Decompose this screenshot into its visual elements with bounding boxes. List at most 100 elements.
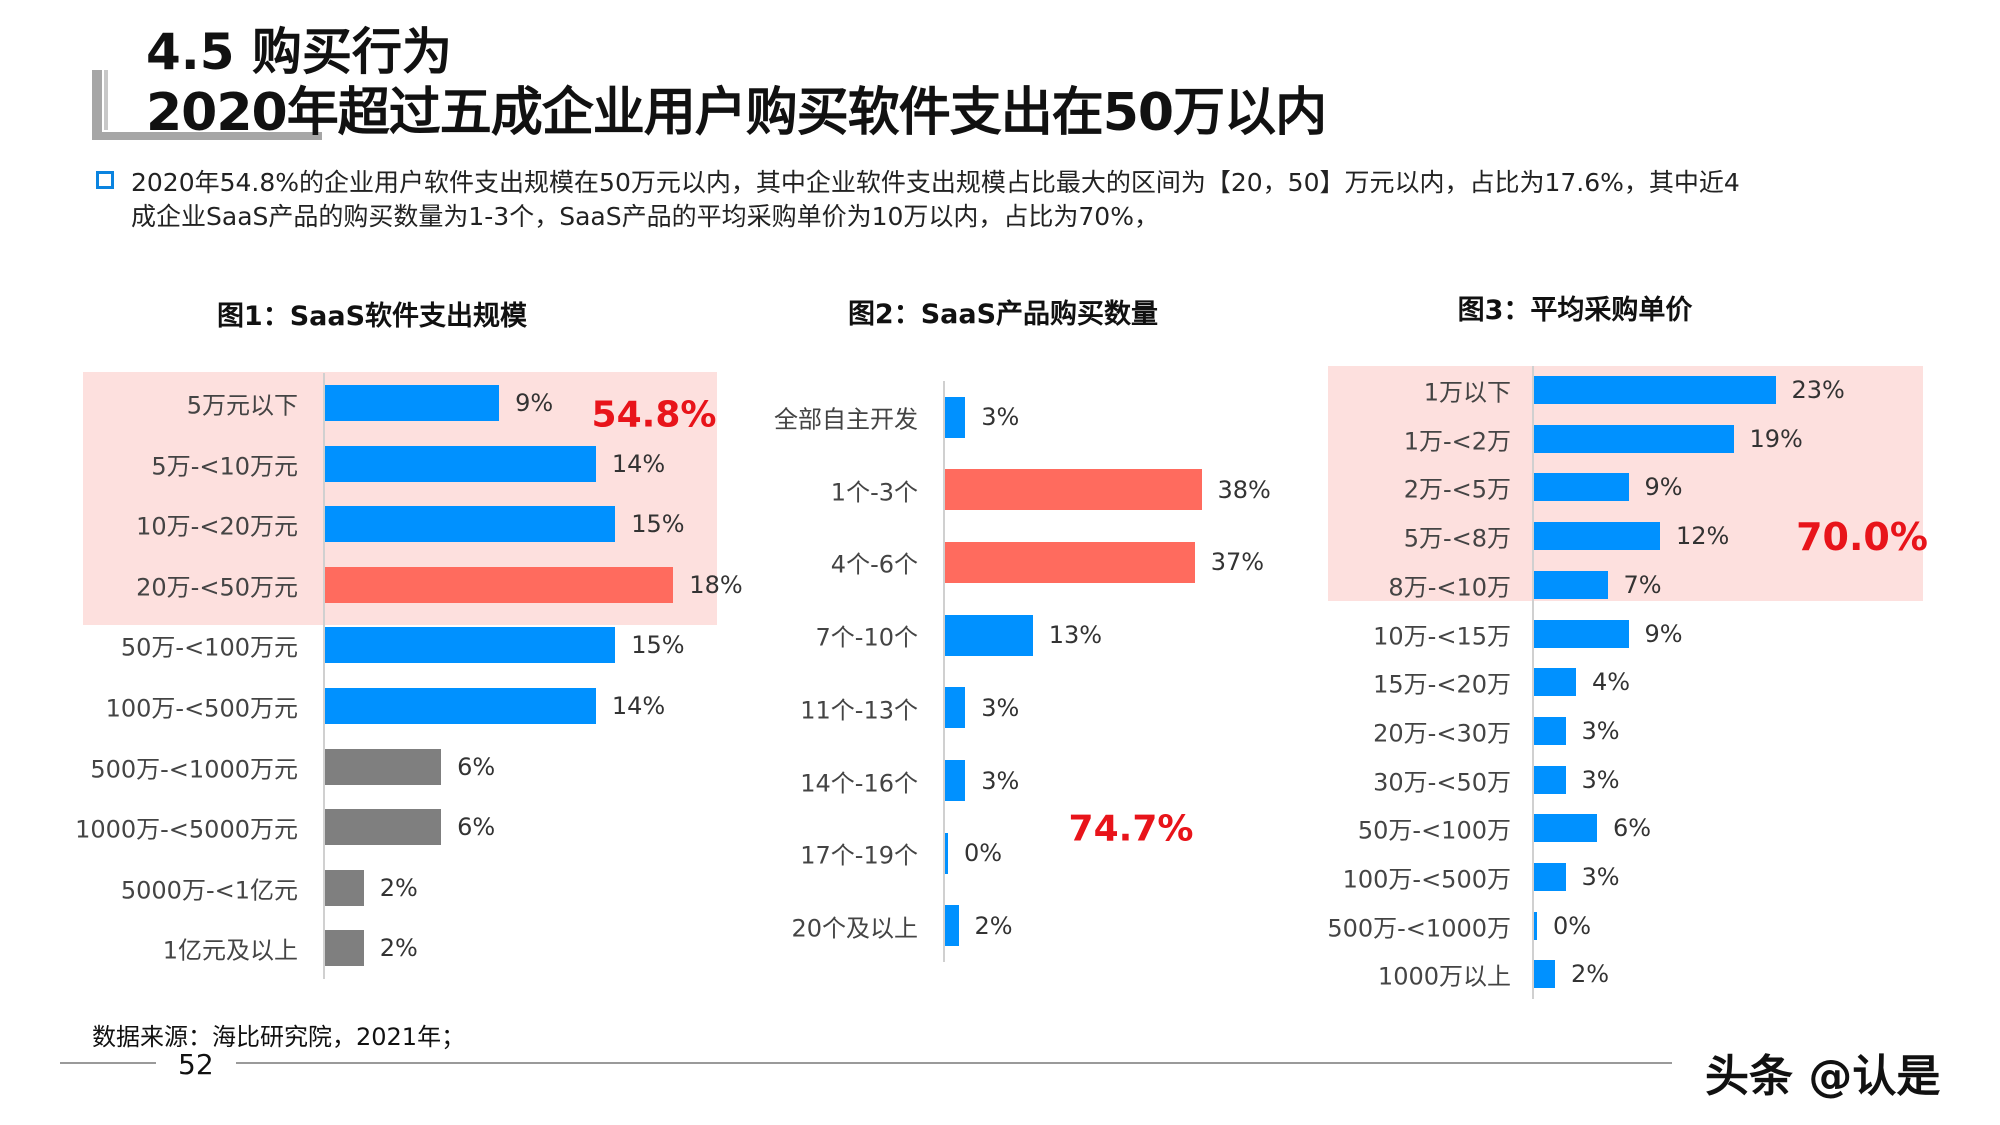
data-label: 0% bbox=[1553, 911, 1592, 940]
category-label: 100万-<500万 bbox=[1342, 865, 1511, 894]
data-label: 3% bbox=[981, 403, 1020, 431]
bar bbox=[1534, 376, 1776, 404]
data-label: 12% bbox=[1676, 522, 1730, 551]
bar bbox=[325, 627, 616, 664]
data-label: 6% bbox=[457, 752, 496, 781]
section-title: 4.5 购买行为 bbox=[146, 23, 452, 81]
annotation-total: 74.7% bbox=[1068, 808, 1194, 850]
data-label: 0% bbox=[964, 839, 1003, 868]
category-label: 500万-<1000万元 bbox=[90, 755, 298, 784]
category-label: 11个-13个 bbox=[800, 696, 918, 725]
data-label: 2% bbox=[379, 934, 418, 963]
bar bbox=[945, 687, 966, 729]
bar bbox=[945, 760, 966, 801]
bar bbox=[325, 930, 364, 967]
category-label: 全部自主开发 bbox=[774, 405, 918, 434]
data-label: 2% bbox=[974, 911, 1013, 940]
data-label: 3% bbox=[981, 693, 1020, 722]
chart-title: 图2：SaaS产品购买数量 bbox=[847, 299, 1159, 330]
title-bracket-inner bbox=[104, 70, 108, 130]
bar bbox=[325, 506, 616, 543]
data-label: 2% bbox=[379, 873, 418, 902]
category-label: 1000万以上 bbox=[1377, 962, 1511, 991]
category-label: 20万-<30万 bbox=[1373, 719, 1511, 748]
category-label: 14个-16个 bbox=[800, 769, 918, 797]
y-axis-line bbox=[323, 372, 325, 979]
bar bbox=[1534, 814, 1597, 843]
category-label: 4个-6个 bbox=[830, 550, 918, 579]
data-label: 2% bbox=[1571, 960, 1610, 989]
chart-title: 图3：平均采购单价 bbox=[1457, 295, 1693, 326]
bar bbox=[325, 748, 442, 785]
category-label: 8万-<10万 bbox=[1388, 573, 1511, 602]
data-label: 15% bbox=[631, 510, 685, 539]
category-label: 5万-<10万元 bbox=[151, 452, 298, 481]
data-label: 7% bbox=[1623, 570, 1662, 599]
bar bbox=[945, 905, 959, 947]
data-label: 9% bbox=[515, 389, 554, 417]
bar bbox=[325, 869, 364, 906]
chart-title: 图1：SaaS软件支出规模 bbox=[216, 301, 528, 332]
category-label: 1000万-<5000万元 bbox=[75, 815, 298, 844]
category-label: 100万-<500万元 bbox=[105, 694, 298, 723]
data-label: 19% bbox=[1749, 424, 1803, 453]
bar bbox=[1534, 522, 1660, 551]
category-label: 15万-<20万 bbox=[1373, 670, 1511, 699]
data-label: 4% bbox=[1592, 668, 1631, 697]
category-label: 10万-<20万元 bbox=[136, 512, 298, 541]
bar bbox=[325, 688, 596, 724]
data-label: 9% bbox=[1644, 619, 1683, 648]
bar bbox=[1534, 668, 1576, 697]
bar bbox=[945, 614, 1033, 656]
bar bbox=[945, 832, 948, 874]
bullet-square-icon bbox=[96, 171, 114, 189]
data-label: 37% bbox=[1210, 548, 1265, 577]
bar bbox=[1534, 473, 1629, 502]
bar bbox=[945, 469, 1202, 511]
category-label: 500万-<1000万 bbox=[1327, 914, 1511, 943]
annotation-total: 70.0% bbox=[1796, 515, 1928, 559]
y-axis-line bbox=[1532, 365, 1534, 999]
data-label: 3% bbox=[1581, 765, 1620, 794]
footer-line-left bbox=[60, 1062, 156, 1064]
data-label: 3% bbox=[981, 766, 1020, 795]
summary-line-1: 2020年54.8%的企业用户软件支出规模在50万元以内，其中企业软件支出规模占… bbox=[131, 168, 1740, 197]
data-label: 23% bbox=[1791, 376, 1845, 404]
category-label: 10万-<15万 bbox=[1373, 622, 1511, 650]
bar bbox=[325, 809, 442, 846]
data-label: 18% bbox=[689, 570, 743, 599]
title-bracket bbox=[92, 70, 102, 140]
bar bbox=[325, 385, 500, 421]
footer-line-right bbox=[236, 1062, 1672, 1064]
data-label: 13% bbox=[1048, 621, 1103, 650]
category-label: 20万-<50万元 bbox=[136, 573, 298, 602]
category-label: 2万-<5万 bbox=[1403, 475, 1511, 504]
bar bbox=[945, 396, 966, 438]
category-label: 5万元以下 bbox=[186, 391, 298, 420]
data-label: 3% bbox=[1581, 716, 1620, 745]
category-label: 5万-<8万 bbox=[1403, 524, 1511, 553]
bar bbox=[1534, 863, 1566, 891]
data-label: 38% bbox=[1217, 475, 1271, 504]
category-label: 1亿元及以上 bbox=[162, 936, 298, 965]
category-label: 17个-19个 bbox=[800, 841, 918, 870]
category-label: 1万以下 bbox=[1423, 378, 1511, 407]
bar bbox=[1534, 716, 1566, 745]
data-label: 6% bbox=[457, 813, 496, 842]
data-label: 14% bbox=[611, 449, 666, 478]
category-label: 50万-<100万元 bbox=[120, 633, 298, 662]
bar bbox=[945, 541, 1195, 583]
data-label: 9% bbox=[1644, 473, 1683, 502]
annotation-total: 54.8% bbox=[591, 394, 717, 436]
category-label: 1个-3个 bbox=[830, 478, 918, 507]
category-label: 30万-<50万 bbox=[1373, 768, 1511, 797]
summary-line-2: 成企业SaaS产品的购买数量为1-3个，SaaS产品的平均采购单价为10万以内，… bbox=[131, 202, 1159, 231]
page-number: 52 bbox=[178, 1048, 214, 1081]
category-label: 1万-<2万 bbox=[1403, 427, 1511, 456]
bar bbox=[325, 566, 674, 603]
category-label: 7个-10个 bbox=[815, 623, 918, 652]
data-label: 3% bbox=[1581, 863, 1620, 891]
bar bbox=[1534, 619, 1629, 648]
y-axis-line bbox=[943, 380, 945, 963]
bar bbox=[1534, 570, 1608, 599]
